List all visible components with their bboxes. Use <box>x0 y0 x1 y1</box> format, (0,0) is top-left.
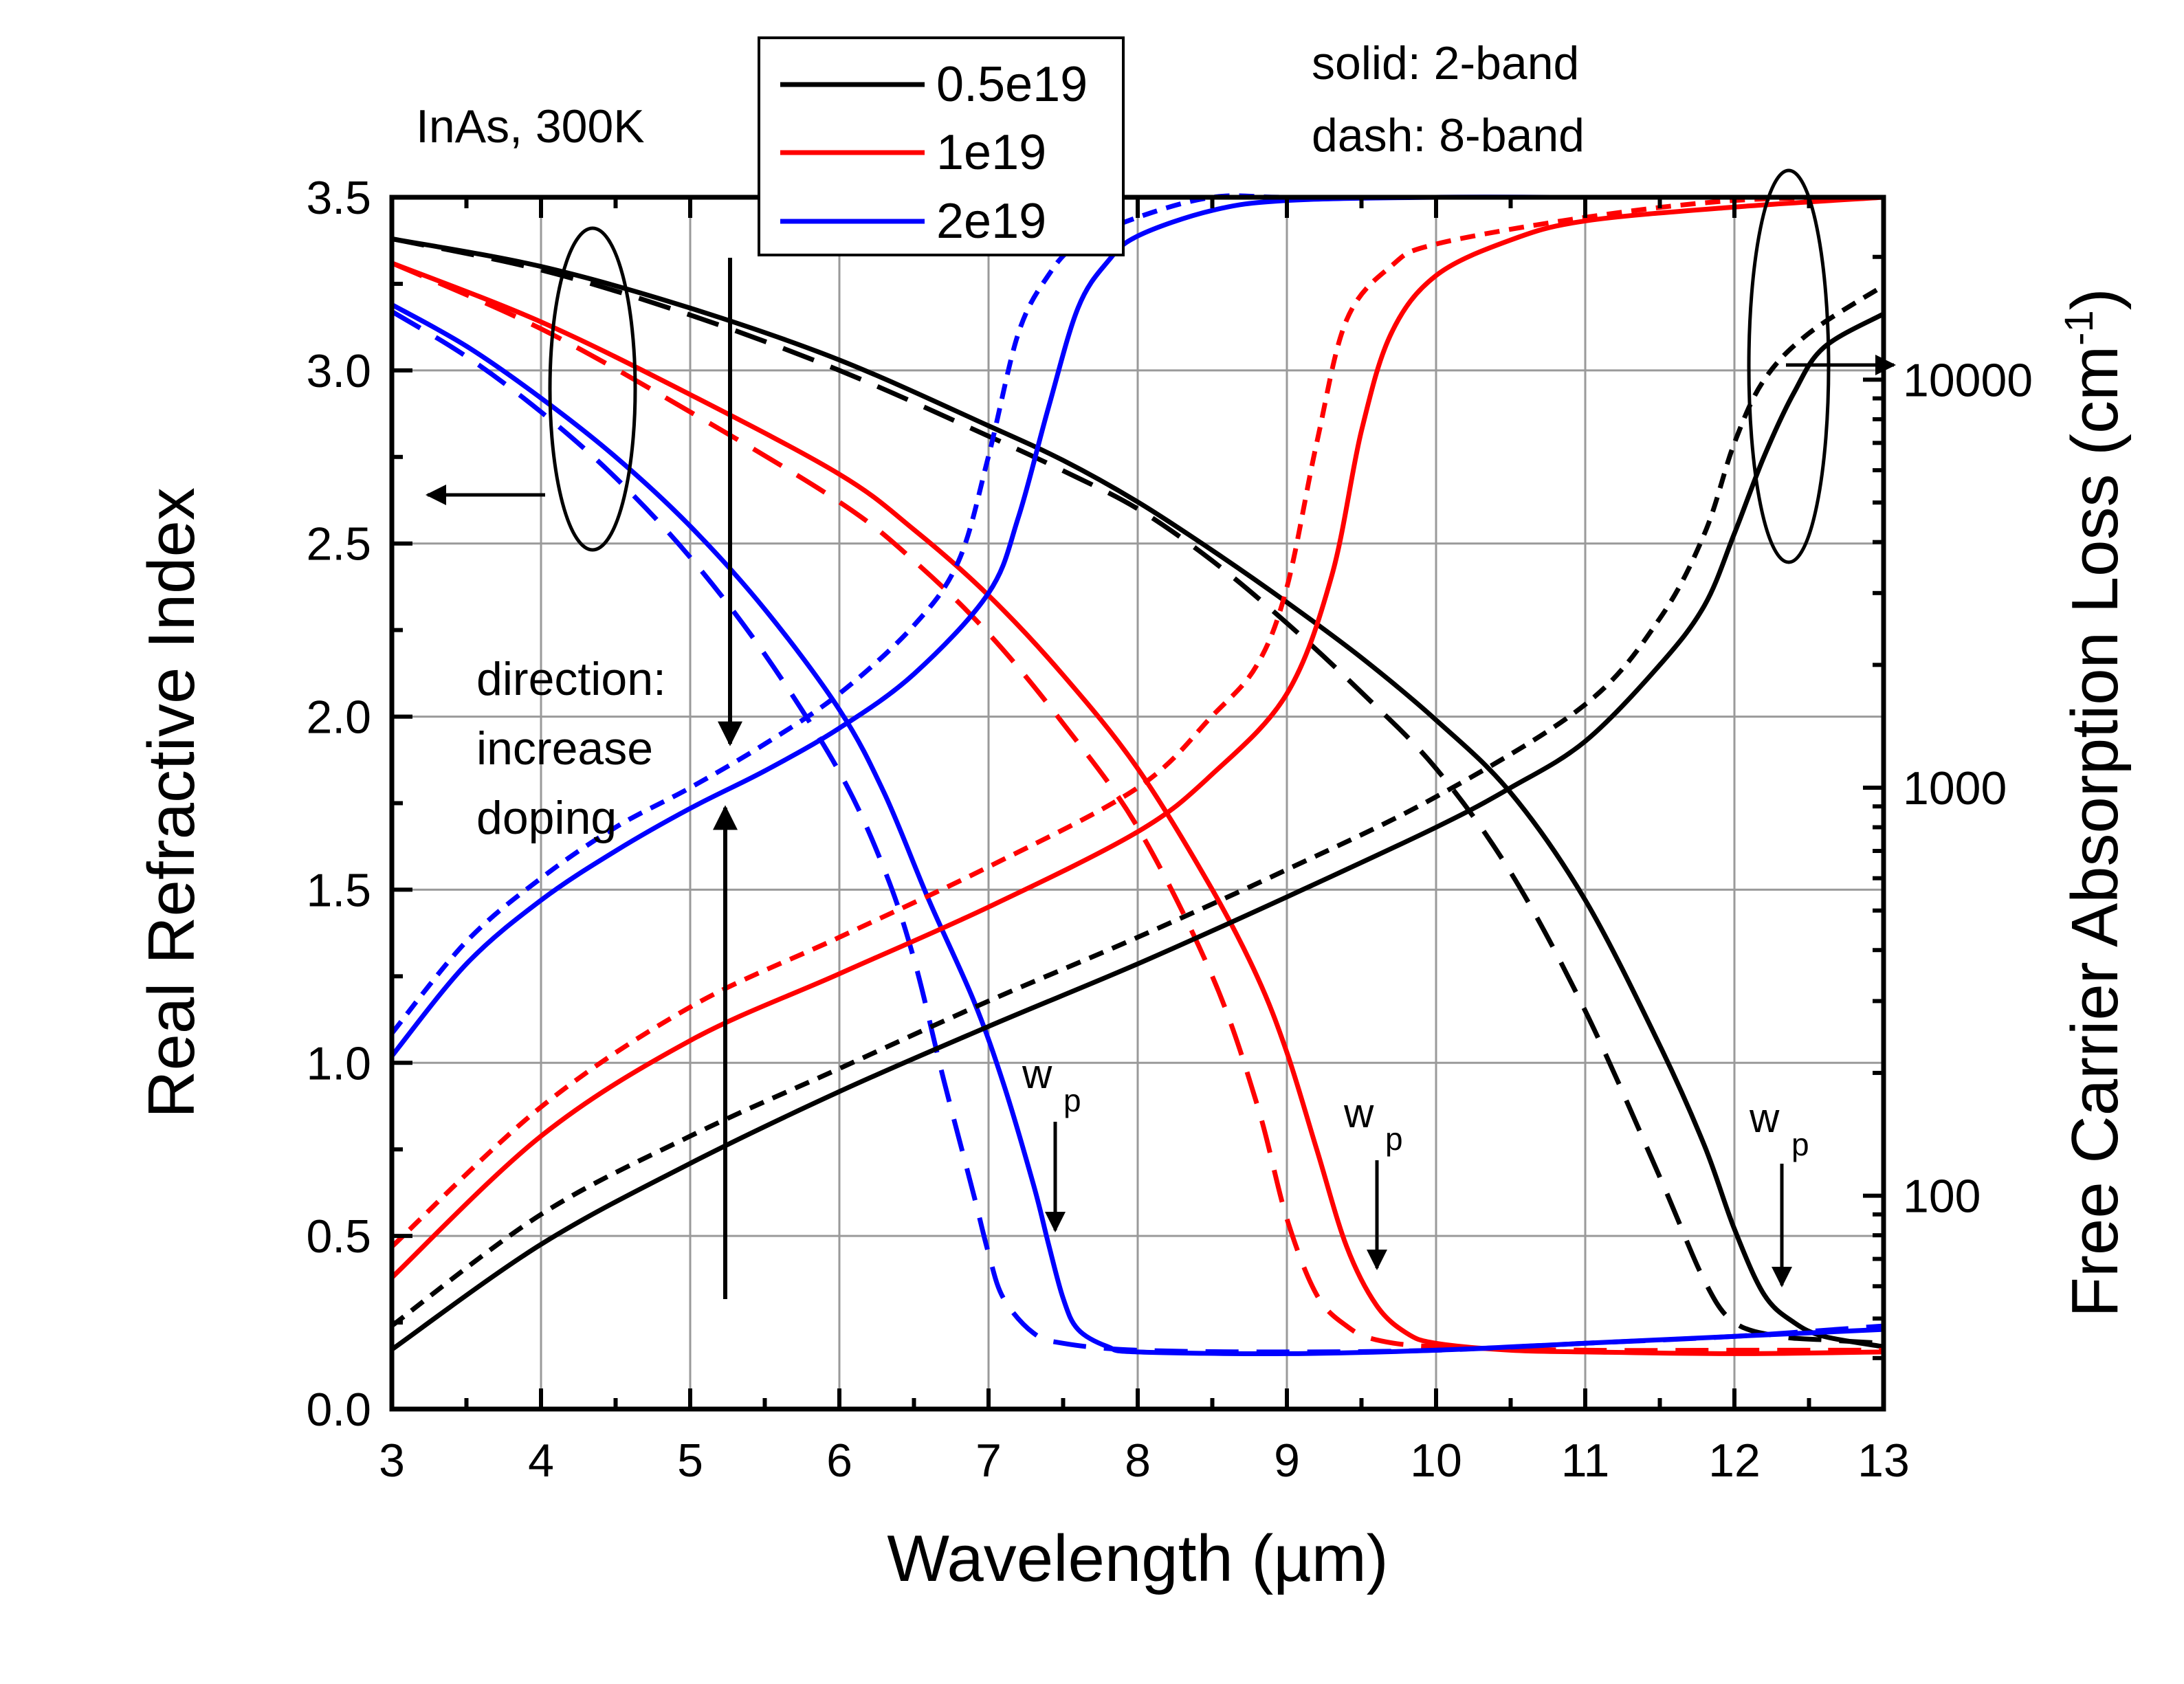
y-right-tick-label-1: 1000 <box>1903 762 2007 815</box>
wp-marker-0p5e19: w p <box>1749 1095 1809 1287</box>
x-tick-label-6: 9 <box>1274 1434 1300 1487</box>
wp-sub-1e19: p <box>1385 1121 1403 1157</box>
wp-sub-0p5e19: p <box>1791 1127 1809 1162</box>
direction-label-line2: increase <box>476 722 653 775</box>
x-tick-label-5: 8 <box>1125 1434 1151 1487</box>
x-tick-label-4: 7 <box>975 1434 1002 1487</box>
material-label: InAs, 300K <box>416 100 645 153</box>
series-refractive-index-1e19-2-band <box>390 261 1884 1356</box>
axis-tick-labels: 3 4 5 6 7 8 9 10 11 12 13 0.0 0.5 1.0 1.5 2.0 2.5 3.0 3.5 1… <box>306 172 2033 1487</box>
x-tick-label-9: 12 <box>1708 1434 1761 1487</box>
series-refractive-index-2e19-8-band <box>390 309 1884 1355</box>
left-group-ellipse <box>548 226 637 552</box>
solid-style-label: solid: 2-band <box>1312 37 1579 89</box>
x-tick-label-10: 13 <box>1857 1434 1910 1487</box>
y-left-tick-label-7: 3.5 <box>306 172 371 224</box>
wp-label-2e19: w <box>1022 1051 1052 1097</box>
y-left-tick-label-4: 2.0 <box>306 691 371 744</box>
y-right-tick-label-0: 100 <box>1903 1171 1981 1223</box>
series-absorption-loss-1e19-2-band <box>390 195 1884 1280</box>
wp-marker-2e19: w p <box>1022 1051 1081 1232</box>
wp-marker-1e19: w p <box>1343 1090 1403 1270</box>
y-left-tick-label-6: 3.0 <box>306 345 371 397</box>
y-left-tick-label-5: 2.5 <box>306 518 371 570</box>
y-right-tick-label-2: 10000 <box>1903 354 2033 406</box>
series-absorption-loss-2e19-8-band <box>390 193 1884 1035</box>
y-axis-right-title-main: Free Carrier Absorption Loss (cm <box>2058 346 2132 1318</box>
x-tick-label-8: 11 <box>1561 1434 1610 1487</box>
y-axis-right-title-close: ) <box>2058 288 2132 310</box>
x-tick-label-0: 3 <box>379 1434 405 1487</box>
x-tick-label-7: 10 <box>1410 1434 1462 1487</box>
wp-sub-2e19: p <box>1063 1083 1081 1118</box>
series-absorption-loss-0p5e19-8-band <box>390 283 1885 1328</box>
y-left-tick-label-0: 0.0 <box>306 1384 371 1436</box>
legend-box <box>758 36 1125 256</box>
y-axis-right-title: Free Carrier Absorption Loss (cm-1) <box>2057 288 2132 1317</box>
legend: 0.5e19 1e19 2e19 <box>758 36 1125 256</box>
y-left-tick-label-3: 1.5 <box>306 864 371 916</box>
legend-label-1: 1e19 <box>936 125 1046 180</box>
wp-label-0p5e19: w <box>1749 1095 1780 1141</box>
x-tick-label-3: 6 <box>826 1434 852 1487</box>
dash-style-label: dash: 8-band <box>1312 109 1585 162</box>
y-axis-left-title: Real Refractive Index <box>135 487 208 1118</box>
y-axis-right-title-sup: -1 <box>2057 310 2102 346</box>
x-tick-label-2: 5 <box>677 1434 703 1487</box>
series-lines <box>390 193 1885 1356</box>
x-tick-label-1: 4 <box>528 1434 554 1487</box>
series-refractive-index-0p5e19-2-band <box>391 236 1884 1349</box>
legend-label-0: 0.5e19 <box>936 57 1088 112</box>
direction-label-line1: direction: <box>476 653 666 705</box>
direction-label-line3: doping <box>476 792 617 844</box>
x-axis-title: Wavelength (µm) <box>887 1522 1388 1595</box>
y-left-tick-label-1: 0.5 <box>306 1210 371 1263</box>
y-left-tick-label-2: 1.0 <box>306 1037 371 1089</box>
legend-label-2: 2e19 <box>936 194 1046 249</box>
wp-label-1e19: w <box>1343 1090 1374 1136</box>
series-refractive-index-0p5e19-8-band <box>391 236 1884 1346</box>
